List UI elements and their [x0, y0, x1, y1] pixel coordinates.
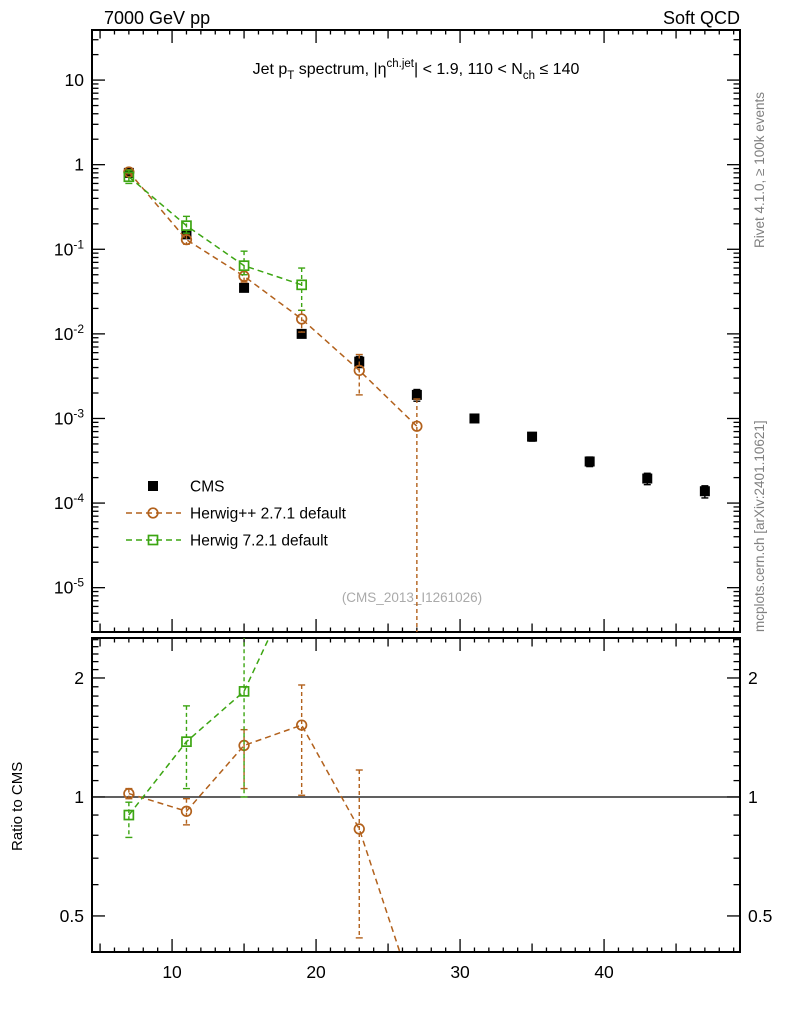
- legend-label: CMS: [190, 479, 224, 496]
- herwig7-ratio-point: [181, 736, 192, 748]
- y-tick-label: 10-3: [54, 406, 84, 428]
- ratio-y-tick-label-right: 0.5: [748, 906, 772, 926]
- y-tick-label: 10-4: [54, 491, 84, 513]
- herwigpp-ratio-point: [353, 823, 365, 835]
- herwig7-main-point: [181, 220, 192, 232]
- herwig7-ratio-point: [297, 563, 306, 572]
- axes-layer: 10 20 30 40 10 1 10-1 10-2 10-3 10-4 10-5 2 2 1 1 0.5 0.…: [54, 29, 772, 982]
- process-group-label: Soft QCD: [663, 8, 740, 28]
- ratio-axis-title: Ratio to CMS: [9, 762, 26, 851]
- herwig7-ratio-series: [123, 563, 306, 839]
- herwig7-main-series: [123, 169, 308, 311]
- herwigpp-main-series: [123, 166, 423, 632]
- cms-main-point: [469, 413, 480, 424]
- legend-label: Herwig 7.2.1 default: [190, 533, 329, 550]
- beam-energy-label: 7000 GeV pp: [104, 8, 210, 28]
- herwig7-ratio-line: [128, 638, 270, 816]
- ratio-y-tick-label-right: 1: [748, 787, 758, 807]
- ratio-y-tick-label: 0.5: [60, 906, 84, 926]
- cms-main-point: [411, 389, 422, 400]
- cms-main-point: [239, 282, 250, 293]
- herwigpp-ratio-point: [123, 787, 135, 800]
- cms-main-point: [527, 431, 538, 442]
- cms-main-point: [296, 328, 307, 339]
- herwig7-ratio-point: [123, 809, 135, 821]
- x-tick-label: 40: [594, 962, 614, 982]
- mcplots-arxiv-note: mcplots.cern.ch [arXiv:2401.10621]: [752, 420, 767, 632]
- herwigpp-main-line: [128, 171, 418, 427]
- cms-main-point: [584, 456, 595, 467]
- legend: CMS Herwig++ 2.7.1 default Herwig 7.2.1 de…: [126, 479, 347, 550]
- x-tick-label: 10: [162, 962, 182, 982]
- herwig7-main-point: [123, 171, 135, 183]
- herwigpp-main-point: [296, 313, 308, 325]
- rivet-version-note: Rivet 4.1.0, ≥ 100k events: [752, 92, 767, 248]
- y-tick-label: 10-2: [54, 322, 84, 344]
- y-tick-label: 10: [65, 70, 85, 90]
- cms-main-point: [699, 486, 710, 497]
- herwig7-main-line: [128, 176, 302, 286]
- herwigpp-main-point: [353, 364, 365, 377]
- y-tick-label: 10-5: [54, 576, 84, 598]
- herwigpp-ratio-line: [128, 724, 401, 952]
- y-tick-label: 10-1: [54, 237, 84, 259]
- y-tick-label: 1: [74, 155, 84, 175]
- legend-label: Herwig++ 2.7.1 default: [190, 506, 347, 523]
- analysis-id-watermark: (CMS_2013_I1261026): [342, 590, 482, 605]
- ratio-y-tick-label: 1: [74, 787, 84, 807]
- x-tick-label: 20: [306, 962, 326, 982]
- plot-title: Jet pT​ spectrum, |ηch.jet​| < 1.9, 110 …: [253, 58, 580, 82]
- herwigpp-main-point: [180, 233, 193, 246]
- ratio-panel-frame: [91, 637, 741, 953]
- herwig7-legend-marker: [147, 534, 159, 546]
- ratio-y-tick-label-right: 2: [748, 668, 758, 688]
- herwigpp-ratio-point: [180, 805, 193, 817]
- cms-main-point: [642, 473, 653, 484]
- herwig7-main-point: [296, 279, 308, 291]
- main-panel-frame: [91, 29, 741, 633]
- herwigpp-legend-marker: [147, 507, 159, 519]
- herwig7-ratio-point: [238, 686, 250, 697]
- herwigpp-ratio-series: [123, 684, 422, 1009]
- cms-legend-marker: [148, 481, 158, 491]
- herwigpp-ratio-point: [296, 719, 308, 731]
- herwigpp-main-point: [238, 270, 250, 282]
- herwigpp-main-point: [411, 420, 423, 432]
- ratio-y-tick-label: 2: [74, 668, 84, 688]
- x-tick-label: 30: [450, 962, 470, 982]
- data-layer: [123, 166, 710, 1009]
- herwig7-main-point: [238, 260, 250, 272]
- herwigpp-ratio-point: [412, 999, 422, 1009]
